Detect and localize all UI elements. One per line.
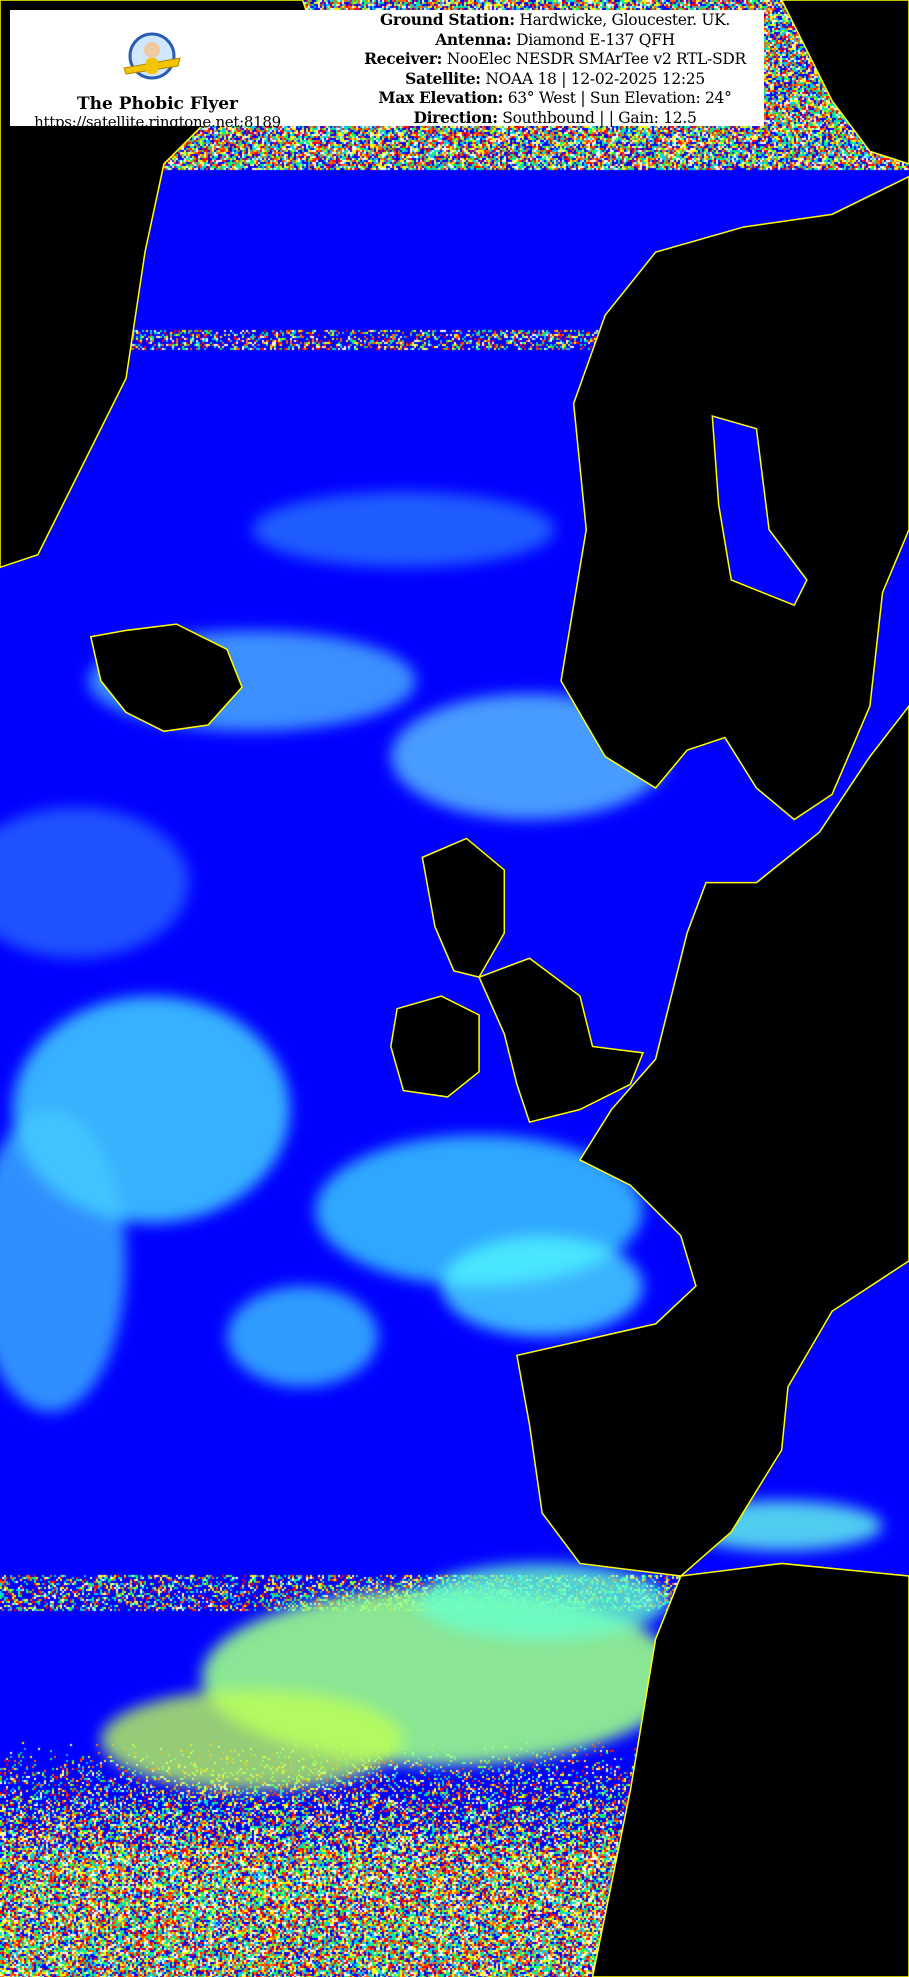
direction-value: Southbound | | Gain: 12.5 <box>502 109 696 127</box>
receiver-value: NooElec NESDR SMArTee v2 RTL-SDR <box>447 50 746 68</box>
scotland <box>422 838 504 977</box>
phobic-flyer-logo <box>120 28 184 92</box>
receiver-line: Receiver: NooElec NESDR SMArTee v2 RTL-S… <box>340 49 770 69</box>
satellite-label: Satellite: <box>405 69 481 88</box>
station-info-panel: The Phobic Flyer https://satellite.ringt… <box>10 10 764 126</box>
england <box>479 958 643 1122</box>
ground-station-line: Ground Station: Hardwicke, Gloucester. U… <box>340 10 770 30</box>
receiver-label: Receiver: <box>364 49 442 68</box>
direction-line: Direction: Southbound | | Gain: 12.5 <box>340 108 770 128</box>
brand-title: The Phobic Flyer <box>10 94 305 114</box>
ireland <box>391 996 479 1097</box>
antenna-line: Antenna: Diamond E-137 QFH <box>340 30 770 50</box>
elevation-line: Max Elevation: 63° West | Sun Elevation:… <box>340 88 770 108</box>
coastline-overlay <box>0 0 909 1977</box>
europe <box>517 706 909 1576</box>
elevation-value: 63° West | Sun Elevation: 24° <box>508 89 732 107</box>
antenna-label: Antenna: <box>435 30 511 49</box>
antenna-value: Diamond E-137 QFH <box>516 31 675 49</box>
africa <box>593 1563 909 1977</box>
brand-url[interactable]: https://satellite.ringtone.net:8189 <box>10 113 305 131</box>
ground-station-value: Hardwicke, Gloucester. UK. <box>519 11 730 29</box>
satellite-line: Satellite: NOAA 18 | 12-02-2025 12:25 <box>340 69 770 89</box>
direction-label: Direction: <box>413 108 497 127</box>
station-info: Ground Station: Hardwicke, Gloucester. U… <box>340 10 770 128</box>
ground-station-label: Ground Station: <box>380 10 515 29</box>
satellite-image-page: The Phobic Flyer https://satellite.ringt… <box>0 0 909 1977</box>
svalbard <box>782 0 909 164</box>
elevation-label: Max Elevation: <box>378 88 503 107</box>
satellite-value: NOAA 18 | 12-02-2025 12:25 <box>485 70 705 88</box>
